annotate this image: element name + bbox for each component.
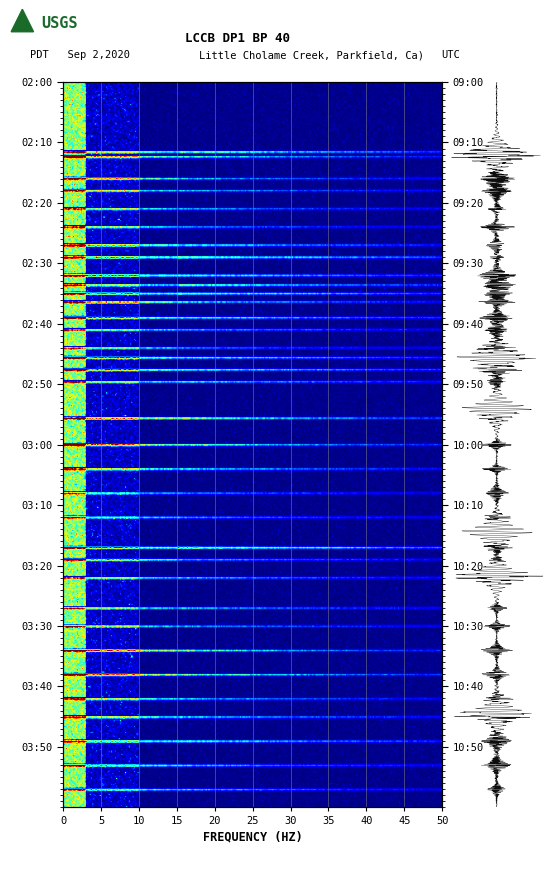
Text: PDT   Sep 2,2020: PDT Sep 2,2020 [30, 50, 130, 61]
Text: LCCB DP1 BP 40: LCCB DP1 BP 40 [185, 32, 290, 45]
Polygon shape [11, 9, 34, 32]
Text: UTC: UTC [442, 50, 460, 61]
Text: USGS: USGS [41, 16, 78, 30]
Text: Little Cholame Creek, Parkfield, Ca): Little Cholame Creek, Parkfield, Ca) [199, 50, 424, 61]
X-axis label: FREQUENCY (HZ): FREQUENCY (HZ) [203, 830, 302, 844]
